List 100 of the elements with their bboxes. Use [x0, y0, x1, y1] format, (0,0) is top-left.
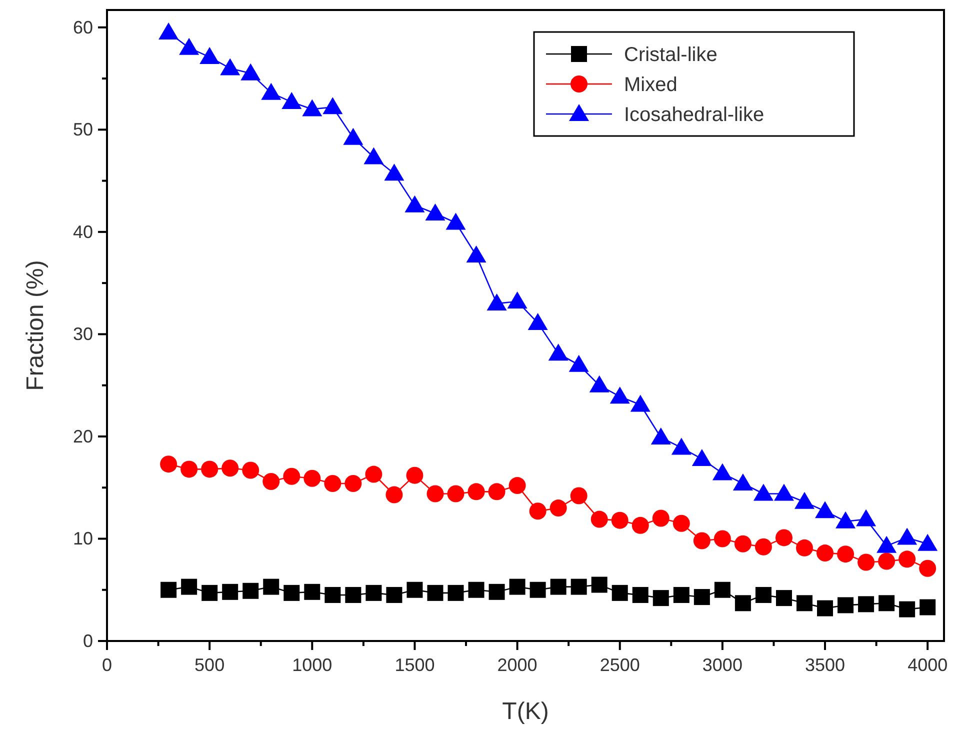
point	[386, 486, 403, 504]
point	[774, 484, 794, 501]
point	[837, 546, 854, 563]
point	[858, 554, 875, 571]
point	[345, 586, 362, 603]
y-tick-label: 40	[72, 222, 93, 242]
x-tick-label: 0	[102, 655, 112, 675]
point	[262, 472, 280, 490]
point	[734, 535, 752, 552]
point	[529, 502, 546, 520]
point	[570, 487, 588, 504]
point	[447, 485, 464, 502]
x-tick-label: 1000	[292, 655, 332, 675]
point	[692, 448, 712, 466]
point	[899, 601, 916, 618]
point	[427, 584, 444, 601]
point	[425, 204, 446, 221]
point	[816, 544, 834, 562]
point	[712, 463, 732, 480]
point	[448, 584, 464, 601]
point	[344, 475, 362, 492]
point	[304, 584, 320, 600]
point	[590, 510, 608, 528]
point	[650, 427, 671, 444]
point	[591, 576, 608, 593]
point	[304, 470, 321, 487]
y-tick-label: 10	[72, 528, 93, 549]
legend-label: Cristal-like	[624, 44, 718, 66]
point	[920, 599, 936, 616]
point	[693, 532, 710, 550]
x-tick-label: 3000	[702, 655, 742, 675]
point	[714, 582, 730, 598]
x-axis-title: T(K)	[502, 698, 549, 725]
point	[242, 582, 259, 599]
point	[632, 516, 649, 534]
point	[817, 600, 834, 616]
point	[878, 552, 896, 570]
point	[324, 586, 341, 603]
point	[550, 500, 567, 517]
point	[486, 294, 507, 311]
point	[446, 212, 466, 230]
y-tick-label: 0	[82, 631, 93, 651]
point	[284, 584, 300, 601]
point	[426, 485, 444, 502]
point	[530, 582, 546, 598]
y-tick-label: 20	[72, 426, 93, 446]
point	[384, 164, 404, 181]
point	[324, 475, 342, 492]
point	[509, 578, 526, 595]
legend-label: Mixed	[624, 74, 678, 96]
point	[488, 584, 505, 600]
point	[794, 492, 814, 509]
point	[898, 550, 916, 568]
point	[775, 529, 792, 546]
point	[386, 586, 402, 603]
point	[612, 584, 628, 601]
point	[611, 512, 628, 529]
point	[242, 462, 260, 479]
point	[673, 586, 690, 603]
x-tick-label: 500	[194, 655, 225, 675]
point	[222, 584, 238, 600]
point	[897, 528, 918, 545]
point	[652, 510, 670, 527]
point	[181, 578, 198, 595]
point	[732, 474, 753, 491]
point	[550, 578, 566, 595]
point	[878, 595, 895, 612]
point	[322, 97, 343, 114]
point	[179, 38, 200, 55]
point	[507, 291, 528, 308]
point	[468, 483, 485, 500]
point	[200, 47, 220, 64]
point	[302, 99, 322, 116]
x-tick-label: 2500	[600, 655, 640, 675]
point	[694, 589, 710, 606]
point	[568, 354, 589, 372]
point	[366, 584, 382, 601]
x-tick-label: 3500	[804, 655, 846, 675]
point	[714, 530, 731, 548]
point	[282, 92, 302, 110]
point	[406, 582, 423, 598]
point	[528, 312, 548, 330]
point	[263, 578, 280, 595]
point	[158, 22, 179, 40]
point	[466, 245, 486, 262]
point	[261, 82, 282, 100]
point	[406, 466, 424, 484]
point	[755, 586, 772, 603]
point	[734, 595, 751, 612]
point	[343, 128, 364, 145]
point	[589, 375, 610, 392]
point	[202, 584, 218, 601]
point	[240, 63, 261, 80]
point	[856, 509, 876, 526]
point	[364, 147, 384, 164]
point	[753, 484, 774, 501]
point	[570, 578, 587, 595]
point	[776, 590, 792, 606]
x-tick-label: 4000	[908, 655, 948, 675]
y-tick-label: 50	[72, 120, 93, 140]
